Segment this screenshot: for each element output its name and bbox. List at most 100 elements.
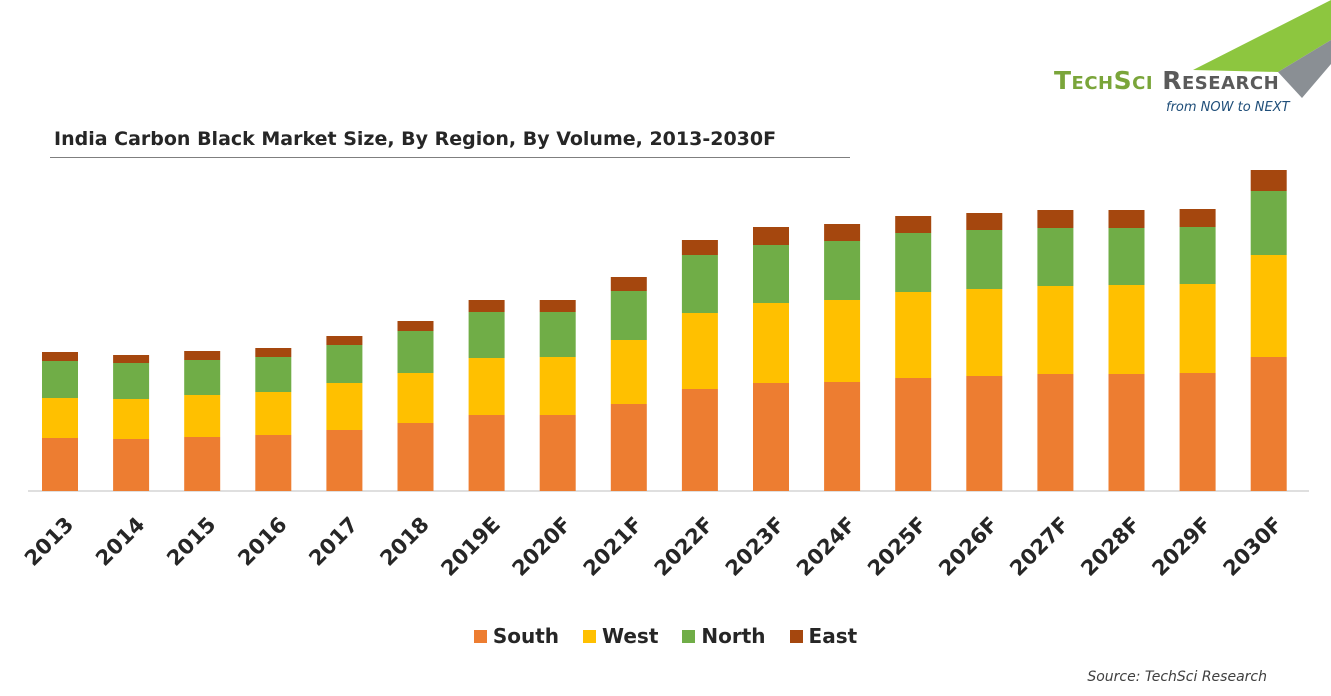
bar-east-2027f [1037,210,1074,228]
legend-item-south: South [473,624,560,648]
brand-name-gray: Research [1162,66,1280,95]
bar-east-2028f [1108,210,1145,228]
brand-logo: TechSci Research from NOW to NEXT [1040,0,1331,130]
x-tick-label: 2014 [91,512,149,570]
x-tick-label: 2025F [863,512,931,580]
bar-east-2030f [1250,170,1287,191]
brand-tagline: from NOW to NEXT [1166,100,1290,115]
bar-west-2023f [753,303,789,383]
bar-east-2016 [255,348,292,357]
x-tick-label: 2023F [721,512,789,580]
bar-west-2021f [610,340,647,404]
legend-swatch [789,629,803,643]
legend-item-north: North [682,624,766,648]
logo-swoosh-icon [1193,0,1331,98]
bar-south-2020f [539,415,576,491]
x-tick-label: 2022F [650,512,718,580]
bar-north-2027f [1037,228,1074,286]
bar-east-2019e [468,300,505,312]
legend-label: West [602,624,659,648]
bar-west-2014 [113,399,150,439]
bar-east-2026f [966,213,1003,230]
x-tick-label: 2018 [375,512,433,570]
bar-south-2021f [610,404,647,491]
legend-label: North [701,624,766,648]
bar-south-2014 [113,439,150,491]
bar-east-2022f [681,240,718,255]
bar-south-2016 [255,435,292,491]
bar-north-2026f [966,230,1003,289]
bar-north-2016 [255,357,292,392]
legend-item-west: West [583,624,658,648]
bar-east-2015 [184,351,221,360]
bar-north-2015 [184,360,221,395]
x-tick-label: 2028F [1076,512,1144,580]
bar-south-2022f [681,389,718,491]
bar-north-2022f [681,255,718,313]
bar-west-2025f [895,292,932,378]
bar-west-2028f [1108,285,1145,374]
bar-west-2018 [397,373,434,423]
x-tick-label: 2024F [792,512,860,580]
x-tick-label: 2021F [579,512,647,580]
chart-title: India Carbon Black Market Size, By Regio… [54,128,777,150]
x-tick-label: 2026F [934,512,1002,580]
x-tick-label: 2016 [233,512,291,570]
bar-south-2025f [895,378,932,491]
bar-south-2013 [42,438,78,491]
x-tick-label: 2013 [20,512,78,570]
x-tick-label: 2019E [436,512,504,580]
x-tick-label: 2030F [1219,512,1287,580]
bar-north-2030f [1250,191,1287,255]
bar-north-2013 [42,361,78,398]
bar-east-2014 [113,355,150,363]
bar-east-2020f [539,300,576,312]
bar-east-2018 [397,321,434,331]
bar-north-2014 [113,363,150,399]
legend-swatch [583,629,597,643]
bar-south-2018 [397,423,434,491]
x-tick-label: 2015 [162,512,220,570]
bar-west-2030f [1250,255,1287,357]
bar-south-2030f [1250,357,1287,491]
bar-north-2019e [468,312,505,358]
legend-item-east: East [789,624,858,648]
bar-east-2023f [753,227,789,245]
brand-name: TechSci Research [1054,66,1279,95]
legend-label: East [808,624,858,648]
bar-west-2017 [326,383,363,430]
source-note: Source: TechSci Research [1087,669,1267,685]
legend-label: South [492,624,560,648]
bar-east-2021f [610,277,647,291]
bar-west-2015 [184,395,221,437]
bar-east-2025f [895,216,932,233]
bar-south-2026f [966,376,1003,491]
bar-south-2029f [1179,373,1216,491]
legend-swatch [473,629,487,643]
bar-south-2023f [753,383,789,491]
bar-east-2029f [1179,209,1216,227]
bar-north-2021f [610,291,647,340]
bar-south-2027f [1037,374,1074,491]
chart-legend: South West North East [0,624,1331,648]
bar-south-2017 [326,430,363,491]
bar-north-2023f [753,245,789,303]
bar-north-2020f [539,312,576,357]
bar-west-2022f [681,313,718,389]
bar-west-2016 [255,392,292,435]
bar-west-2027f [1037,286,1074,374]
bar-west-2013 [42,398,78,438]
x-tick-label: 2027F [1005,512,1073,580]
title-underline [50,157,850,158]
bar-east-2013 [42,352,78,361]
bar-north-2025f [895,233,932,292]
bar-south-2015 [184,437,221,491]
bar-south-2028f [1108,374,1145,491]
bar-west-2026f [966,289,1003,376]
bar-south-2024f [824,382,861,491]
bar-west-2029f [1179,284,1216,373]
bar-east-2017 [326,336,363,345]
bar-north-2018 [397,331,434,373]
brand-name-green: TechSci [1054,66,1154,95]
